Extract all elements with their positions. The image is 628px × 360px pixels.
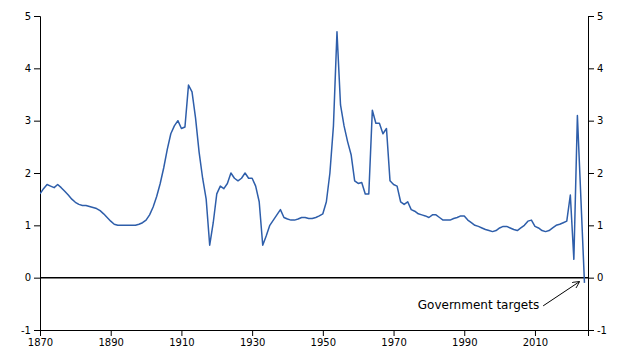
tick: 3 xyxy=(25,115,40,126)
tick: 3 xyxy=(588,115,603,126)
tick-mark xyxy=(588,173,594,174)
tick-label: 5 xyxy=(597,11,603,22)
tick-label: -1 xyxy=(597,325,607,336)
y-axis: -1 0 1 2 3 4 5 xyxy=(21,11,40,336)
tick: 0 xyxy=(588,272,603,283)
tick-label: -1 xyxy=(21,325,31,336)
tick: 4 xyxy=(25,63,40,74)
tick-label: 1990 xyxy=(452,337,477,348)
tick-mark xyxy=(34,173,40,174)
tick-label: 1890 xyxy=(98,337,123,348)
tick: 1870 xyxy=(28,330,53,348)
reference-line xyxy=(40,277,588,279)
tick: 2 xyxy=(588,168,603,179)
tick-mark xyxy=(588,278,594,279)
tick-mark xyxy=(252,330,253,336)
tick-mark xyxy=(34,121,40,122)
tick: 1910 xyxy=(169,330,194,348)
line xyxy=(40,32,584,283)
tick-label: 1910 xyxy=(169,337,194,348)
annotation-text: Government targets xyxy=(418,298,539,312)
tick-label: 2 xyxy=(597,168,603,179)
tick: 1970 xyxy=(381,330,406,348)
tick-mark xyxy=(588,16,594,17)
tick-label: 0 xyxy=(597,272,603,283)
tick: 5 xyxy=(588,11,603,22)
tick: 2010 xyxy=(523,330,548,348)
tick-mark xyxy=(464,330,465,336)
y-axis-line xyxy=(34,17,41,331)
y2-axis-line xyxy=(589,17,595,331)
tick-label: 1930 xyxy=(240,337,265,348)
y2-axis: -1 0 1 2 3 4 5 xyxy=(588,11,607,336)
tick-label: 1870 xyxy=(28,337,53,348)
tick: -1 xyxy=(588,325,607,336)
marks xyxy=(40,32,588,283)
tick: 1930 xyxy=(240,330,265,348)
tick-label: 2010 xyxy=(523,337,548,348)
tick-label: 4 xyxy=(25,63,31,74)
tick: 1890 xyxy=(98,330,123,348)
tick-mark xyxy=(535,330,536,336)
tick-mark xyxy=(34,16,40,17)
annotation-arrow xyxy=(543,282,579,306)
tick-mark xyxy=(323,330,324,336)
tick-mark xyxy=(394,330,395,336)
tick-mark xyxy=(34,225,40,226)
tick-label: 1970 xyxy=(381,337,406,348)
tick: 4 xyxy=(588,63,603,74)
tick-label: 3 xyxy=(25,115,31,126)
x-axis-line xyxy=(41,331,589,337)
tick-label: 1 xyxy=(597,220,603,231)
tick: 5 xyxy=(25,11,40,22)
tick-label: 4 xyxy=(597,63,603,74)
plot: 1870 1890 1910 1930 1950 1970 1990 2010 -1 0 1 2 3 4 5… xyxy=(21,11,607,348)
tick-label: 1 xyxy=(25,220,31,231)
tick-label: 0 xyxy=(25,272,31,283)
tick-label: 5 xyxy=(25,11,31,22)
tick-mark xyxy=(34,330,40,331)
tick-label: 3 xyxy=(597,115,603,126)
chart: 1870 1890 1910 1930 1950 1970 1990 2010 -1 0 1 2 3 4 5… xyxy=(0,0,628,360)
tick: 1 xyxy=(588,220,603,231)
tick-mark xyxy=(34,68,40,69)
tick-label: 1950 xyxy=(311,337,336,348)
tick: -1 xyxy=(21,325,40,336)
annotations: Government targets xyxy=(418,282,579,313)
tick-mark xyxy=(34,278,40,279)
tick: 1 xyxy=(25,220,40,231)
x-axis: 1870 1890 1910 1930 1950 1970 1990 2010 xyxy=(28,330,589,348)
tick-mark xyxy=(588,330,594,331)
tick: 0 xyxy=(25,272,40,283)
tick-mark xyxy=(588,68,594,69)
tick-mark xyxy=(111,330,112,336)
tick-label: 2 xyxy=(25,168,31,179)
tick: 2 xyxy=(25,168,40,179)
tick: 1990 xyxy=(452,330,477,348)
tick-mark xyxy=(588,225,594,226)
tick: 1950 xyxy=(311,330,336,348)
tick-mark xyxy=(181,330,182,336)
tick-mark xyxy=(588,121,594,122)
